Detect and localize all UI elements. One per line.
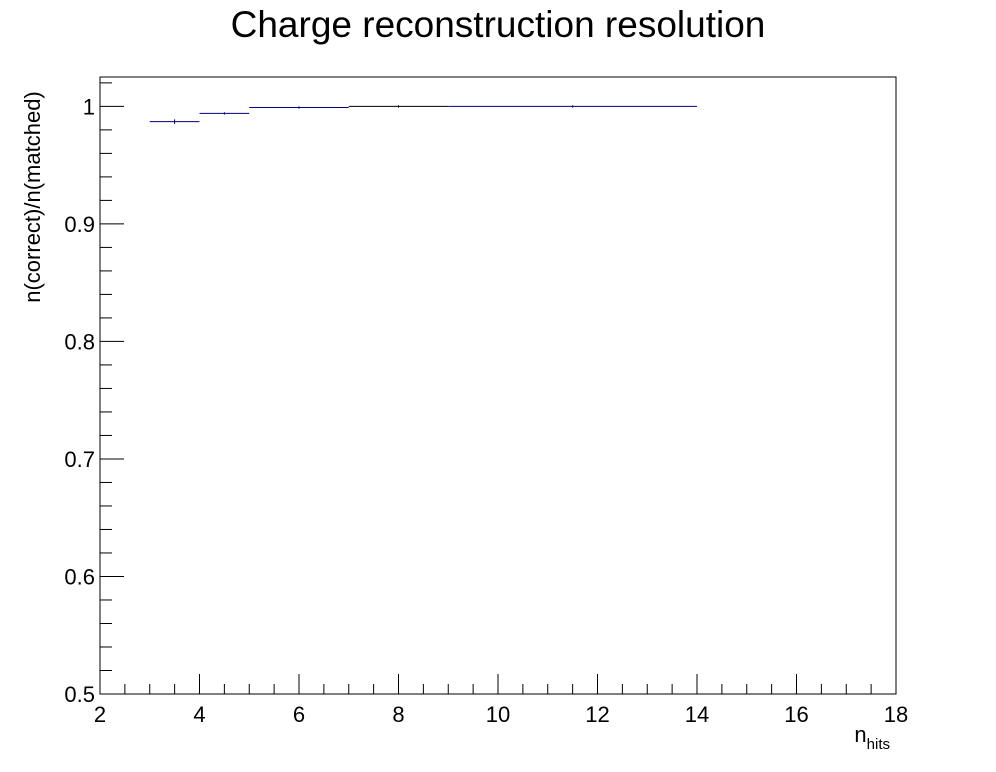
y-tick-label: 0.5 (64, 682, 95, 707)
y-tick-label: 1 (83, 94, 95, 119)
x-tick-label: 16 (784, 702, 808, 727)
histogram-bin (249, 106, 349, 109)
y-axis-tick-labels: 0.5 0.6 0.7 0.8 0.9 1 (64, 94, 95, 707)
plot-frame (99, 76, 897, 695)
x-tick-label: 6 (293, 702, 305, 727)
chart-title: Charge reconstruction resolution (230, 4, 766, 45)
y-axis-label: n(correct)/n(matched) (20, 91, 45, 303)
histogram-bin (149, 119, 200, 125)
x-tick-label: 10 (486, 702, 510, 727)
y-tick-label: 0.8 (64, 329, 95, 354)
y-axis-ticks (100, 82, 124, 695)
x-axis-ticks (99, 674, 897, 694)
x-tick-label: 12 (585, 702, 609, 727)
histogram-bin (348, 105, 449, 108)
y-tick-label: 0.6 (64, 564, 95, 589)
y-tick-label: 0.9 (64, 212, 95, 237)
x-tick-label: 8 (392, 702, 404, 727)
histogram-bin (448, 105, 697, 108)
x-axis-label-subscript: hits (867, 736, 890, 753)
x-tick-label: 4 (193, 702, 205, 727)
y-tick-label: 0.7 (64, 447, 95, 472)
histogram-bin (199, 112, 250, 115)
histogram-bins (149, 105, 697, 125)
x-axis-tick-labels: 2 4 6 8 10 12 14 16 18 (94, 702, 908, 727)
x-tick-label: 18 (884, 702, 908, 727)
x-axis-label-main: n (854, 722, 866, 747)
x-tick-label: 2 (94, 702, 106, 727)
x-tick-label: 14 (685, 702, 709, 727)
x-axis-label: nhits (854, 722, 890, 753)
